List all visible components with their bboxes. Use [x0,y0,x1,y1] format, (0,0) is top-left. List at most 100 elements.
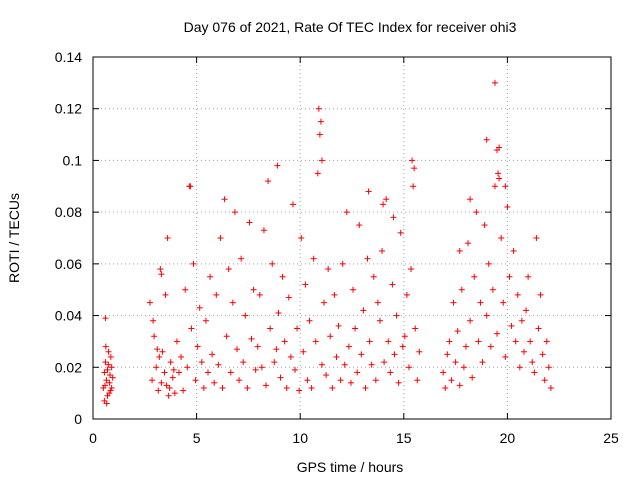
data-point [508,322,515,329]
data-point [198,359,205,366]
data-point [337,377,344,384]
data-point [523,307,530,314]
data-point [209,351,216,358]
data-point [240,359,247,366]
data-point [465,240,472,247]
data-point [173,338,180,345]
data-point [341,361,348,368]
data-point [154,346,161,353]
data-point [512,338,519,345]
data-point [350,286,357,293]
data-point [273,346,280,353]
data-point [325,266,332,273]
data-point [248,335,255,342]
data-point [109,374,116,381]
data-point [234,346,241,353]
data-point [308,384,315,391]
data-point [460,364,467,371]
x-tick-label: 0 [89,430,97,446]
data-point [450,299,457,306]
data-point [387,369,394,376]
data-point [410,183,417,190]
data-point [545,364,552,371]
data-point [192,377,199,384]
data-point [475,338,482,345]
data-point [391,351,398,358]
data-point [242,312,249,319]
data-points [100,79,554,407]
y-tick-label: 0.1 [63,152,83,168]
data-point [462,343,469,350]
data-point [105,348,112,355]
data-point [158,379,165,386]
data-point [444,351,451,358]
data-point [104,366,111,373]
data-point [107,387,114,394]
data-point [213,291,220,298]
data-point [399,343,406,350]
y-axis-title: ROTI / TECUs [6,193,22,283]
data-point [495,170,502,177]
x-tick-label: 20 [500,430,516,446]
data-point [157,266,164,273]
data-point [393,312,400,319]
data-point [368,361,375,368]
data-point [487,343,494,350]
data-point [496,175,503,182]
data-point [207,273,214,280]
data-point [274,162,281,169]
y-tick-label: 0.04 [55,308,82,324]
data-point [360,307,367,314]
data-point [153,364,160,371]
data-point [494,330,501,337]
data-point [409,157,416,164]
data-point [263,382,270,389]
data-point [345,343,352,350]
data-point [178,353,185,360]
x-tick-label: 25 [603,430,619,446]
data-point [194,343,201,350]
data-point [202,317,209,324]
data-point [289,201,296,208]
data-point [520,348,527,355]
data-point [312,338,319,345]
data-point [390,214,397,221]
data-point [339,260,346,267]
data-point [102,382,109,389]
data-point [333,353,340,360]
data-point [254,343,261,350]
data-point [106,372,113,379]
data-point [500,299,507,306]
data-point [411,165,418,172]
data-point [204,369,211,376]
data-point [364,255,371,262]
data-point [146,299,153,306]
data-point [525,273,532,280]
data-point [471,273,478,280]
data-point [294,325,301,332]
data-point [318,157,325,164]
data-point [448,377,455,384]
x-tick-label: 15 [396,430,412,446]
data-point [537,291,544,298]
data-point [381,359,388,366]
data-point [469,374,476,381]
data-point [223,333,230,340]
data-point [187,183,194,190]
data-point [306,317,313,324]
data-point [362,384,369,391]
data-point [329,384,336,391]
data-point [527,338,534,345]
data-point [416,348,423,355]
data-point [221,196,228,203]
data-point [489,286,496,293]
data-point [408,266,415,273]
data-point [269,260,276,267]
data-point [260,227,267,234]
data-point [535,325,542,332]
data-point [219,384,226,391]
y-tick-label: 0.14 [55,49,82,65]
x-axis-title: GPS time / hours [297,459,404,475]
data-point [456,382,463,389]
data-point [296,387,303,394]
